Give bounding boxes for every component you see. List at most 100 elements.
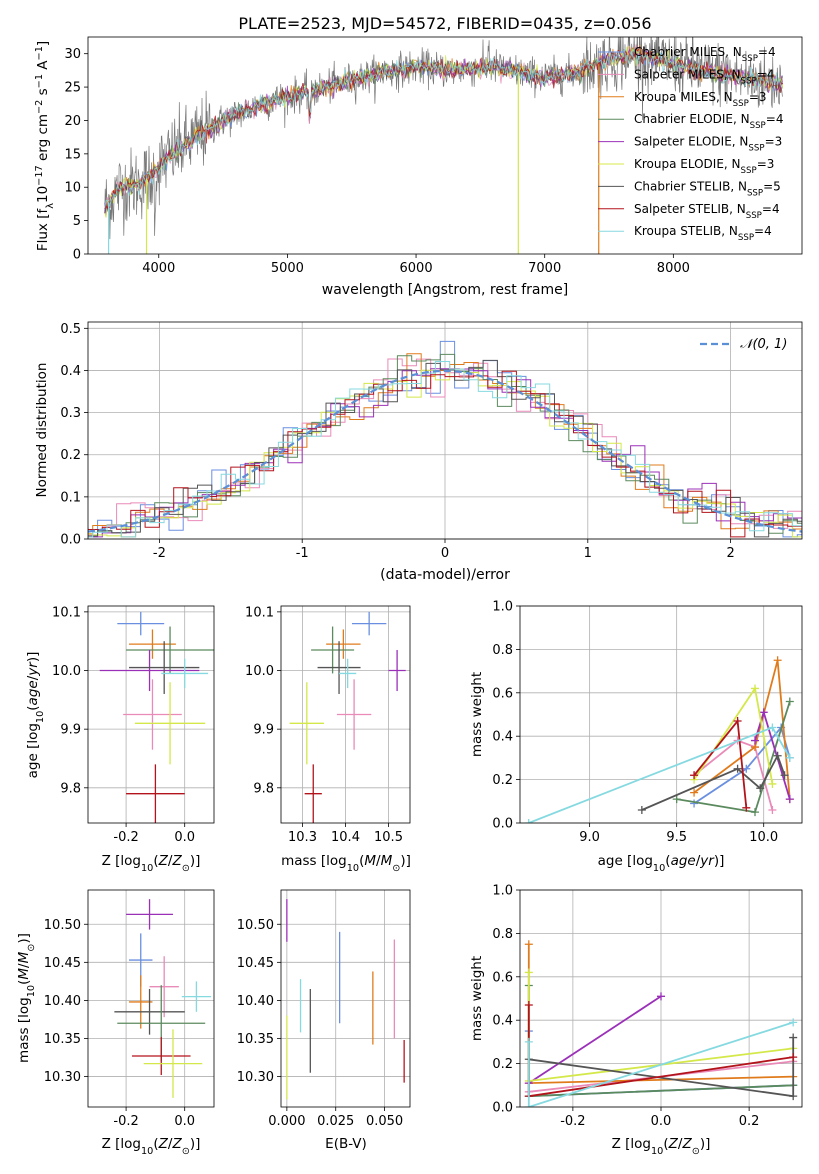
y-tick-label: 0.2 [492,1057,513,1072]
y-tick-label: 25 [64,81,81,96]
weight-marker [524,1103,533,1107]
weight-marker [789,1018,798,1027]
age-vs-metallicity-plot: -0.2 0.0 9.8 9.9 10.0 10.1 Z [log10(Z/Z⊙)] age … [25,605,215,874]
y-tick-label: 10.35 [237,1032,274,1047]
weight-marker [751,808,759,817]
model-spectrum-6 [104,48,784,214]
x-tick-label: -0.2 [560,1114,585,1129]
y-tick-label: 10.0 [52,664,81,679]
histogram-8 [88,361,802,538]
plot-area [524,940,798,1107]
histogram-3 [88,353,802,538]
y-tick-label: 10.40 [237,994,274,1009]
weight-marker [672,795,681,804]
y-tick-label: 0.4 [60,364,81,379]
mass-weight-vs-metallicity-plot: -0.2 0.0 0.2 0.0 0.2 0.4 0.6 0.8 1.0 mass weight Z… [469,884,803,1157]
axes-frame [87,36,803,255]
y-tick-label: 9.8 [60,781,81,796]
axes-frame [280,889,411,1108]
x-tick-label: 0.0 [174,830,195,845]
x-tick-label: 10.3 [288,830,317,845]
weight-marker [789,1053,798,1062]
weight-marker [690,788,699,797]
x-tick-label: 1 [584,546,592,561]
plot-area [88,340,802,538]
x-tick-label: 8000 [657,261,690,276]
weight-line-8 [528,726,791,823]
weight-marker [524,940,533,949]
normal-curve [88,369,802,533]
weight-marker [768,805,777,814]
x-tick-label: 0.0 [651,1114,672,1129]
mass-vs-metallicity-plot: -0.2 0.0 10.30 10.35 10.40 10.45 10.50 Z [log10… [16,889,215,1157]
y-tick-label: 0.0 [492,817,513,832]
weight-marker [637,805,646,814]
x-tick-label: 0.0 [174,1114,195,1129]
x-tick-label: 10.5 [374,830,403,845]
x-tick-label: 0 [441,546,449,561]
x-tick-label: 5000 [271,261,304,276]
weight-marker [756,784,765,793]
figure-title: PLATE=2523, MJD=54572, FIBERID=0435, z=0… [238,14,651,33]
x-tick-label: 4000 [142,261,175,276]
histogram-5 [88,368,802,538]
weight-marker [524,1001,533,1010]
legend-label-4: Salpeter ELODIE, NSSP=3 [634,135,782,154]
weight-line-4 [528,995,662,1084]
residuals-histogram: -2 -1 0 1 2 0.0 0.1 0.2 0.3 0.4 0.5 𝒩(0, 1) (data-mo… [34,321,803,583]
y-tick-label: 10.50 [44,918,81,933]
plot-area [286,899,405,1100]
y-tick-label: 10.0 [245,664,274,679]
weight-line-1 [693,739,774,811]
residuals-ylabel: Normed distribution [34,363,50,498]
y-tick-label: 30 [64,47,81,62]
x-tick-label: -0.2 [113,830,138,845]
z-axis-label: Z [log10(Z/Z⊙)] [102,853,201,874]
spectrum-ylabel: Flux [fλ10−17 erg cm−2 s−1 A−1] [34,41,56,251]
plot-area [289,611,406,823]
histogram-2 [88,353,802,538]
weight-marker [751,684,759,693]
weight-marker [773,751,782,760]
y-tick-label: 10.50 [237,918,274,933]
y-tick-label: 0.0 [60,533,81,548]
x-tick-label: 10.0 [749,830,778,845]
y-tick-label: 10.40 [44,994,81,1009]
x-tick-label: 0.000 [268,1114,305,1129]
weight-marker [690,771,699,780]
y-tick-label: 10.30 [44,1070,81,1085]
x-tick-label: 2 [726,546,734,561]
spectrum-plot: 4000 5000 6000 7000 8000 0 5 10 15 20 25 30 waveleng… [34,36,803,298]
plot-area [99,611,214,823]
y-tick-label: 0.6 [492,970,513,985]
weight-marker [524,1037,533,1046]
x-tick-label: 0.050 [366,1114,403,1129]
weight-marker [657,992,665,1001]
axes-frame [87,321,803,540]
y-tick-label: 0.4 [492,1014,513,1029]
mass-vs-extinction-plot: 0.000 0.025 0.050 10.30 10.35 10.40 10.45 10.50… [237,889,411,1152]
mass-weight-vs-age-plot: 9.0 9.5 10.0 0.0 0.2 0.4 0.6 0.8 1.0 mass weight a… [469,600,803,874]
legend-label: 𝒩(0, 1) [740,337,787,352]
ebv-xlabel: E(B-V) [325,1136,367,1152]
weight-line-6 [641,753,786,811]
z-axis-label: Z [log10(Z/Z⊙)] [612,1136,711,1157]
weight-marker [733,717,742,726]
y-tick-label: 9.8 [253,781,274,796]
axes-frame [280,605,411,824]
weight-marker [785,753,794,762]
y-tick-label: 0.0 [492,1101,513,1116]
mass-weight-ylabel: mass weight [469,956,485,1041]
weight-marker [789,1092,798,1101]
y-tick-label: 10.1 [52,605,81,620]
z-axis-label: Z [log10(Z/Z⊙)] [102,1136,201,1157]
x-tick-label: 10.4 [331,830,360,845]
legend-label-7: Salpeter STELIB, NSSP=4 [634,202,780,221]
y-tick-label: 0.6 [492,686,513,701]
weight-marker [524,968,533,977]
weight-marker [785,697,794,706]
y-tick-label: 0.1 [60,490,81,505]
legend-label-3: Chabrier ELODIE, NSSP=4 [634,112,783,131]
weight-marker [759,708,768,717]
weight-marker [789,1033,798,1042]
